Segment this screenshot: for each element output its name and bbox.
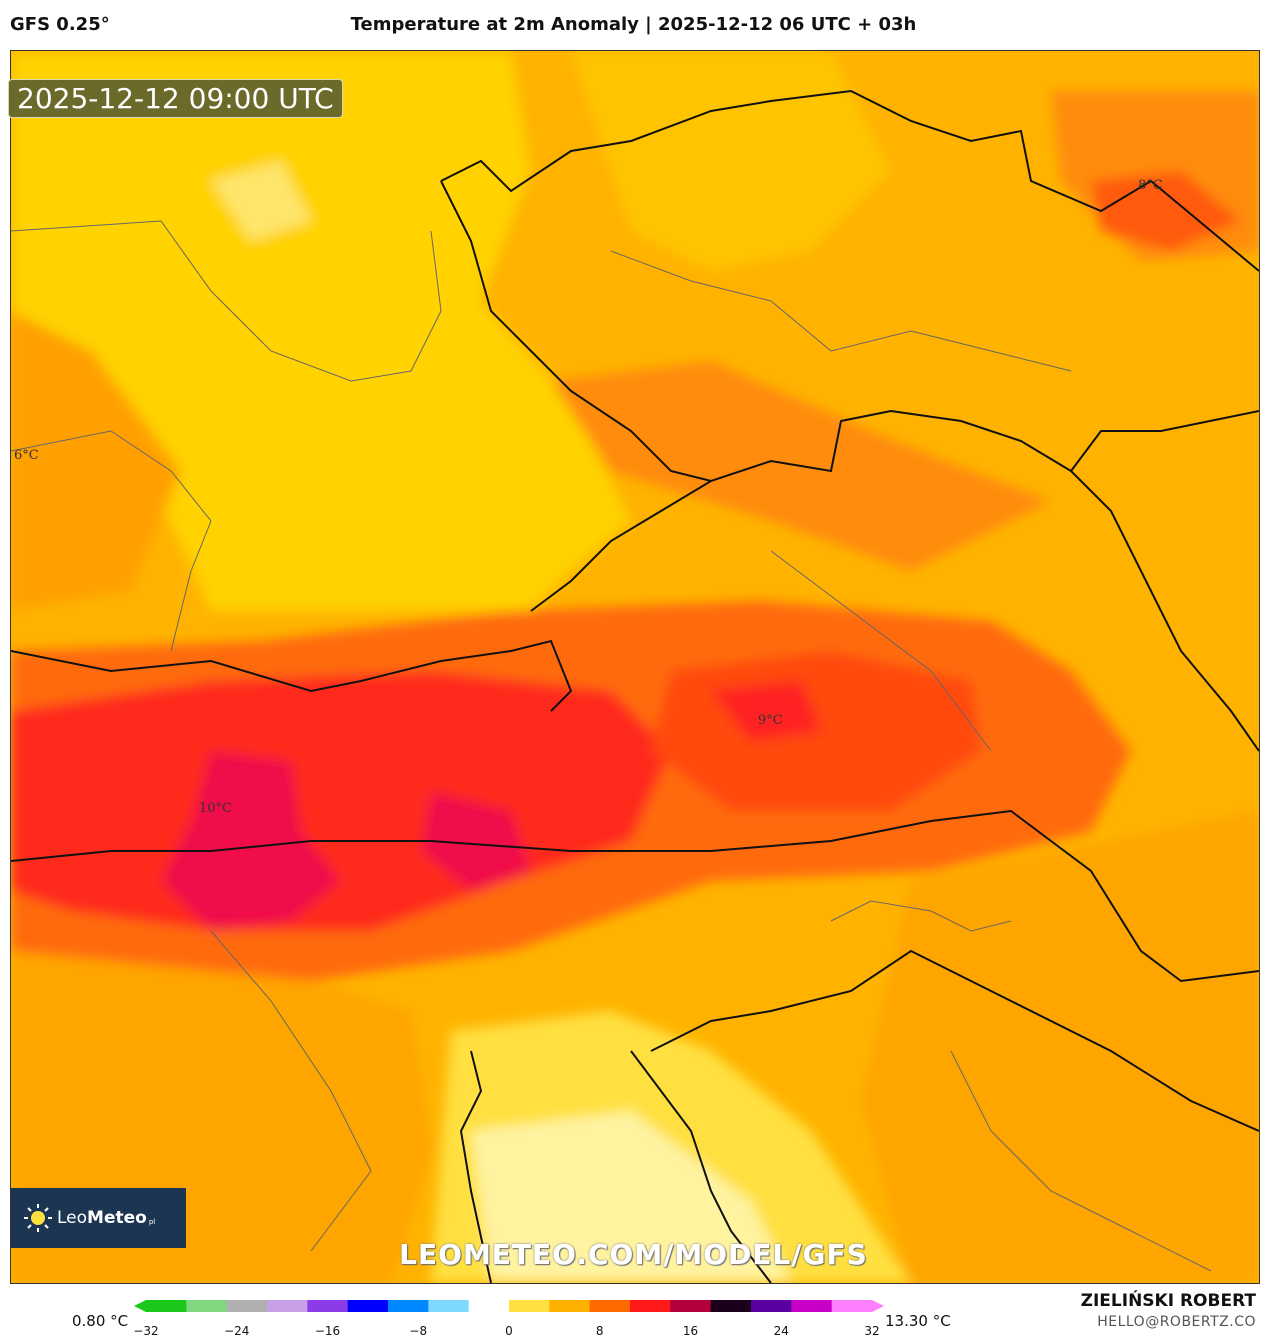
colorbar-segment	[307, 1300, 349, 1312]
timestamp-badge: 2025-12-12 09:00 UTC	[8, 79, 343, 118]
anomaly-zone-orange-southeast	[861, 811, 1259, 1283]
min-anomaly-value: 0.80 °C	[72, 1312, 129, 1330]
label-9c: 9°C	[758, 713, 783, 728]
logo-suffix: pl	[148, 1218, 156, 1226]
border-cz-de	[440, 180, 1259, 483]
colorbar-segment	[751, 1300, 792, 1312]
colorbar-segment	[388, 1300, 429, 1312]
colorbar-tick: −32	[133, 1324, 159, 1338]
anomaly-zone-magenta-east	[421, 791, 531, 891]
label-6c: 6°C	[14, 448, 39, 463]
label-10c: 10°C	[199, 801, 232, 816]
colorbar-segment	[468, 1300, 510, 1312]
region-borders-1	[11, 220, 442, 382]
colorbar-segment	[831, 1300, 873, 1312]
border-at-de	[11, 639, 573, 712]
colorbar-tick: 0	[505, 1324, 513, 1338]
colorbar-tick: 32	[864, 1324, 880, 1338]
colorbar-tick: −24	[224, 1324, 250, 1338]
anomaly-zone-orange-west	[11, 311, 181, 611]
region-borders-4	[770, 550, 992, 752]
colorbar-segment	[186, 1300, 228, 1312]
colorbar-segment	[630, 1300, 671, 1312]
region-borders-3	[610, 250, 1072, 372]
leometeo-logo[interactable]: LeoMeteo pl	[11, 1188, 186, 1248]
colorbar-segment	[710, 1300, 752, 1312]
border-alps	[11, 809, 1259, 983]
colorbar-segment	[589, 1300, 631, 1312]
colorbar	[134, 1300, 884, 1312]
colorbar-segment	[146, 1300, 187, 1312]
colorbar-segment	[226, 1300, 268, 1312]
logo-text: LeoMeteo	[57, 1208, 147, 1228]
model-name: GFS 0.25°	[10, 14, 110, 35]
colorbar-tick: −16	[314, 1324, 341, 1338]
colorbar-segment	[347, 1300, 389, 1312]
border-at-north	[530, 480, 712, 612]
region-borders-6	[950, 1050, 1212, 1272]
label-8c: 8°C	[1138, 178, 1163, 193]
border-north	[440, 89, 1259, 272]
colorbar-segment	[549, 1300, 591, 1312]
colorbar-tick: −8	[409, 1324, 428, 1338]
anomaly-zone-red-ne	[1091, 171, 1241, 251]
border-si-hr	[650, 949, 1259, 1132]
sun-icon	[23, 1203, 53, 1233]
region-borders-2	[11, 430, 212, 652]
colorbar-tick: 24	[773, 1324, 789, 1338]
max-anomaly-value: 13.30 °C	[885, 1312, 951, 1330]
author-email[interactable]: HELLO@ROBERTZ.CO	[1097, 1314, 1256, 1330]
coast-italy	[459, 1050, 492, 1283]
anomaly-zone-light	[211, 161, 311, 241]
colorbar-segment	[267, 1300, 308, 1312]
colorbar-max-arrow	[872, 1300, 884, 1312]
anomaly-zone-magenta-core	[161, 751, 341, 931]
anomaly-zone-yellow-ne	[571, 51, 891, 271]
coast-istria	[630, 1050, 772, 1283]
author-name: ZIELIŃSKI ROBERT	[1080, 1291, 1256, 1311]
colorbar-min-arrow	[134, 1300, 146, 1312]
anomaly-zone-adriatic-light	[471, 1111, 791, 1283]
colorbar-segment	[670, 1300, 712, 1312]
colorbar-segment	[428, 1300, 470, 1312]
colorbar-tick: 16	[682, 1324, 699, 1338]
colorbar-segment	[509, 1300, 550, 1312]
watermark-url: LEOMETEO.COM/MODEL/GFS	[399, 1238, 868, 1271]
region-borders-7	[830, 900, 1012, 932]
anomaly-map	[10, 50, 1260, 1284]
colorbar-segment	[791, 1300, 833, 1312]
map-title: Temperature at 2m Anomaly | 2025-12-12 0…	[350, 14, 917, 35]
region-borders-5	[210, 930, 372, 1252]
colorbar-tick: 8	[595, 1324, 604, 1338]
anomaly-zone-red-east-core	[711, 681, 821, 741]
border-hu	[1070, 470, 1259, 752]
